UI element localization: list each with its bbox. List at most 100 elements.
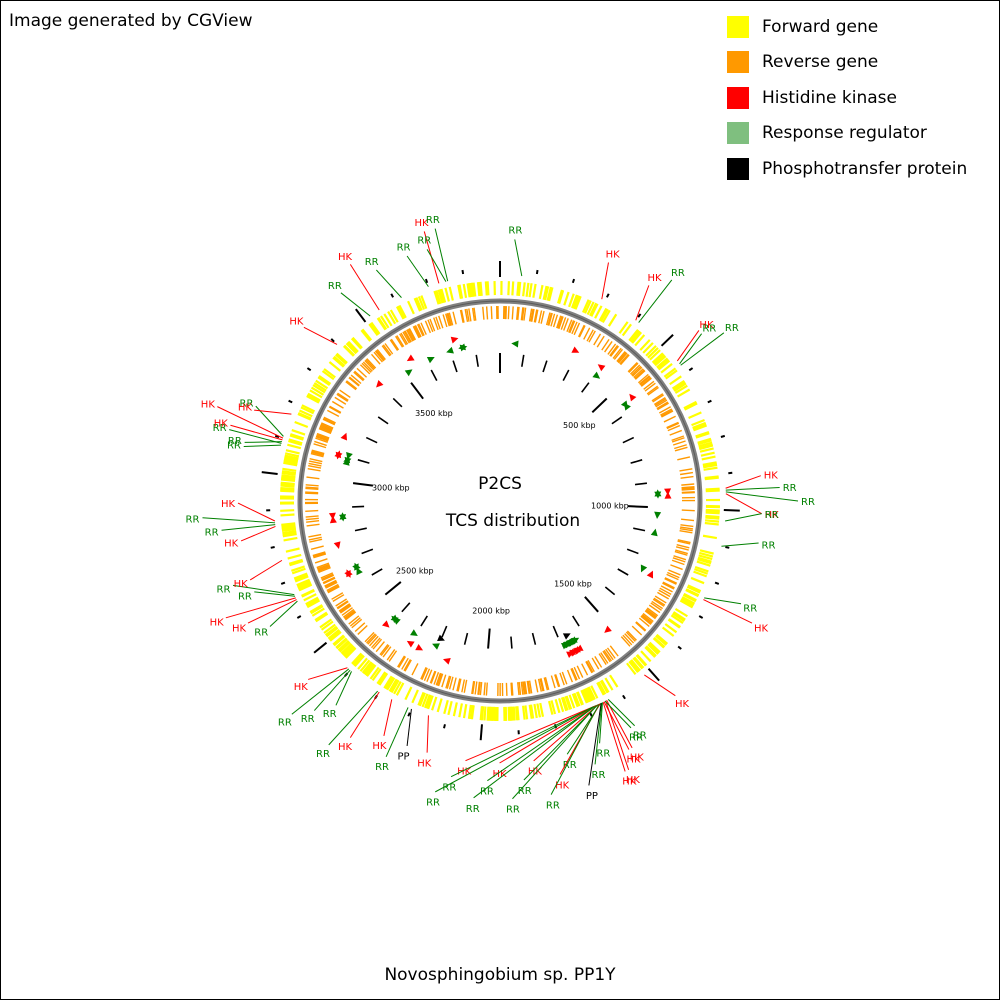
reverse-gene-mark xyxy=(561,671,568,685)
reverse-gene-mark xyxy=(515,306,519,320)
reverse-gene-mark xyxy=(321,574,335,582)
reverse-gene-mark xyxy=(666,421,679,429)
reverse-gene-mark xyxy=(544,677,550,690)
feature-arrow xyxy=(432,643,440,650)
scale-tick xyxy=(361,548,374,555)
scale-tick xyxy=(365,436,378,444)
outer-tick xyxy=(479,724,483,741)
reverse-gene-mark xyxy=(511,306,514,320)
forward-gene-mark xyxy=(564,695,572,710)
reverse-gene-mark xyxy=(569,320,576,334)
reverse-gene-mark xyxy=(403,659,412,672)
reverse-gene-mark xyxy=(681,486,695,489)
forward-gene-mark xyxy=(444,287,450,302)
feature-label: RR xyxy=(801,497,815,508)
reverse-gene-mark xyxy=(433,672,440,685)
reverse-gene-mark xyxy=(671,559,685,566)
reverse-gene-mark xyxy=(653,597,666,606)
forward-gene-mark xyxy=(586,686,595,701)
forward-gene-mark xyxy=(697,556,712,563)
reverse-gene-mark xyxy=(593,333,602,346)
forward-gene-mark xyxy=(511,706,515,721)
reverse-gene-mark xyxy=(554,674,560,688)
reverse-gene-mark xyxy=(586,329,594,342)
outer-tick xyxy=(637,313,642,318)
feature-label: RR xyxy=(702,323,716,334)
outer-tick xyxy=(274,434,280,438)
legend-label: Reverse gene xyxy=(762,52,879,73)
forward-gene-mark xyxy=(333,355,346,367)
forward-gene-mark xyxy=(280,484,295,488)
feature-label: RR xyxy=(227,440,241,451)
reverse-gene-mark xyxy=(681,518,695,522)
forward-gene-mark xyxy=(542,285,548,300)
forward-gene-mark xyxy=(642,342,654,354)
scale-tick xyxy=(562,369,570,381)
forward-gene-mark xyxy=(284,454,299,460)
reverse-gene-mark xyxy=(602,650,611,663)
reverse-gene-mark xyxy=(312,552,326,558)
reverse-gene-mark xyxy=(412,326,420,339)
forward-gene-mark xyxy=(333,635,346,647)
feature-arrow xyxy=(346,451,353,460)
forward-gene-mark xyxy=(699,551,714,558)
reverse-gene-mark xyxy=(681,509,695,512)
forward-gene-mark xyxy=(379,315,390,329)
reverse-gene-mark xyxy=(640,615,652,626)
forward-gene-mark xyxy=(589,302,598,317)
feature-label: RR xyxy=(301,714,315,725)
reverse-gene-mark xyxy=(674,446,688,452)
forward-gene-mark xyxy=(533,703,538,719)
reverse-gene-mark xyxy=(627,362,638,373)
forward-gene-mark xyxy=(583,688,591,703)
reverse-gene-mark xyxy=(315,435,329,441)
forward-gene-mark xyxy=(282,530,297,535)
reverse-gene-mark xyxy=(603,649,613,662)
callout-line xyxy=(601,262,609,300)
reverse-gene-mark xyxy=(367,634,378,645)
forward-gene-mark xyxy=(301,404,315,413)
reverse-gene-mark xyxy=(334,396,347,405)
reverse-gene-mark xyxy=(651,600,664,610)
reverse-gene-mark xyxy=(667,571,680,579)
feature-arrow xyxy=(346,569,353,578)
reverse-gene-mark xyxy=(327,585,340,594)
reverse-gene-mark xyxy=(571,667,578,681)
forward-gene-mark xyxy=(538,284,544,300)
feature-label: RR xyxy=(417,236,431,247)
reverse-gene-mark xyxy=(668,569,681,576)
callout-line xyxy=(465,705,595,762)
forward-gene-mark xyxy=(306,395,320,404)
outer-tick xyxy=(707,399,712,404)
reverse-gene-mark xyxy=(563,318,569,331)
forward-gene-mark xyxy=(313,382,327,392)
reverse-gene-mark xyxy=(317,564,331,571)
reverse-gene-mark xyxy=(379,644,389,656)
reverse-gene-mark xyxy=(635,621,646,632)
forward-gene-mark xyxy=(684,402,698,411)
reverse-gene-mark xyxy=(306,476,320,480)
feature-label: RR xyxy=(240,399,254,410)
forward-gene-mark xyxy=(515,706,519,721)
feature-arrow xyxy=(437,634,445,642)
callout-line xyxy=(376,269,402,298)
forward-gene-mark xyxy=(280,488,295,492)
forward-gene-mark xyxy=(417,296,426,310)
reverse-gene-mark xyxy=(613,348,624,360)
reverse-gene-mark xyxy=(634,370,646,380)
reverse-gene-mark xyxy=(463,679,468,693)
legend-swatch-histidine-kinase xyxy=(727,86,749,109)
reverse-gene-mark xyxy=(653,397,666,406)
reverse-gene-mark xyxy=(604,341,613,353)
forward-gene-mark xyxy=(656,633,669,645)
scale-tick xyxy=(552,625,559,638)
reverse-gene-mark xyxy=(675,546,689,551)
forward-gene-mark xyxy=(328,361,342,372)
outer-tick xyxy=(261,471,278,475)
feature-arrow xyxy=(664,491,672,499)
reverse-gene-mark xyxy=(609,645,619,657)
callout-line xyxy=(487,705,597,782)
reverse-gene-mark xyxy=(416,323,424,337)
reverse-gene-mark xyxy=(520,307,524,321)
reverse-gene-mark xyxy=(309,458,323,463)
